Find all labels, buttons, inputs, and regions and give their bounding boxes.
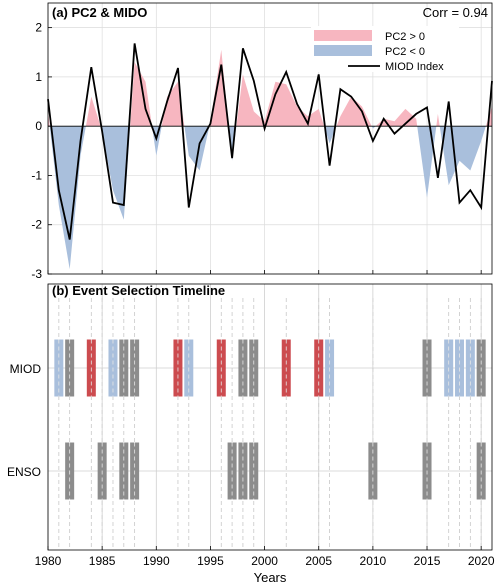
panel-b-x-ticks: 1980 1985 1990 1995 2000 2005 2010 2015 2020: [35, 546, 495, 568]
category-label-miod: MIOD: [10, 362, 42, 376]
legend: PC2 > 0 PC2 < 0 MIOD Index: [311, 26, 459, 73]
category-label-enso: ENSO: [7, 465, 41, 479]
x-tick-label: 1980: [35, 554, 62, 568]
x-tick-label: 2005: [305, 554, 332, 568]
x-tick-label: 1985: [89, 554, 116, 568]
miod-index-line: [47, 43, 493, 240]
pc2-negative-area: [48, 126, 492, 270]
y-tick-label: 2: [35, 21, 42, 35]
panel-b-title: (b) Event Selection Timeline: [52, 283, 225, 298]
legend-label-negative: PC2 < 0: [385, 46, 425, 58]
x-tick-label: 2000: [251, 554, 278, 568]
panel-b: 1980 1985 1990 1995 2000 2005 2010 2015 2020 (b)…: [7, 283, 495, 585]
y-tick-label: 0: [35, 119, 42, 133]
x-axis-label: Years: [254, 570, 287, 585]
x-tick-label: 2015: [414, 554, 441, 568]
y-tick-label: -3: [31, 267, 42, 281]
event-year-dashed-lines: [58, 298, 482, 550]
y-tick-label: -2: [31, 218, 42, 232]
y-tick-label: 1: [35, 70, 42, 84]
x-tick-label: 1990: [143, 554, 170, 568]
event-bars: [54, 339, 486, 500]
legend-label-miod: MIOD Index: [385, 61, 444, 73]
panel-a-border: [47, 2, 493, 275]
panel-a-title: (a) PC2 & MIDO: [52, 5, 147, 20]
legend-label-positive: PC2 > 0: [385, 31, 425, 43]
panel-a-y-ticks: -3 -2 -1 0 1 2: [31, 21, 52, 281]
legend-swatch-positive: [314, 30, 372, 41]
x-tick-label: 2020: [468, 554, 495, 568]
x-tick-label: 2010: [360, 554, 387, 568]
panel-a: -3 -2 -1 0 1 2 (a) PC2 & MIDO Corr = 0.94 PC2…: [31, 2, 493, 281]
corr-annotation: Corr = 0.94: [423, 5, 488, 20]
y-tick-label: -1: [31, 168, 42, 182]
panel-b-border: [47, 283, 493, 551]
panel-b-frame: [48, 284, 492, 550]
x-tick-label: 1995: [197, 554, 224, 568]
legend-swatch-negative: [314, 45, 372, 56]
